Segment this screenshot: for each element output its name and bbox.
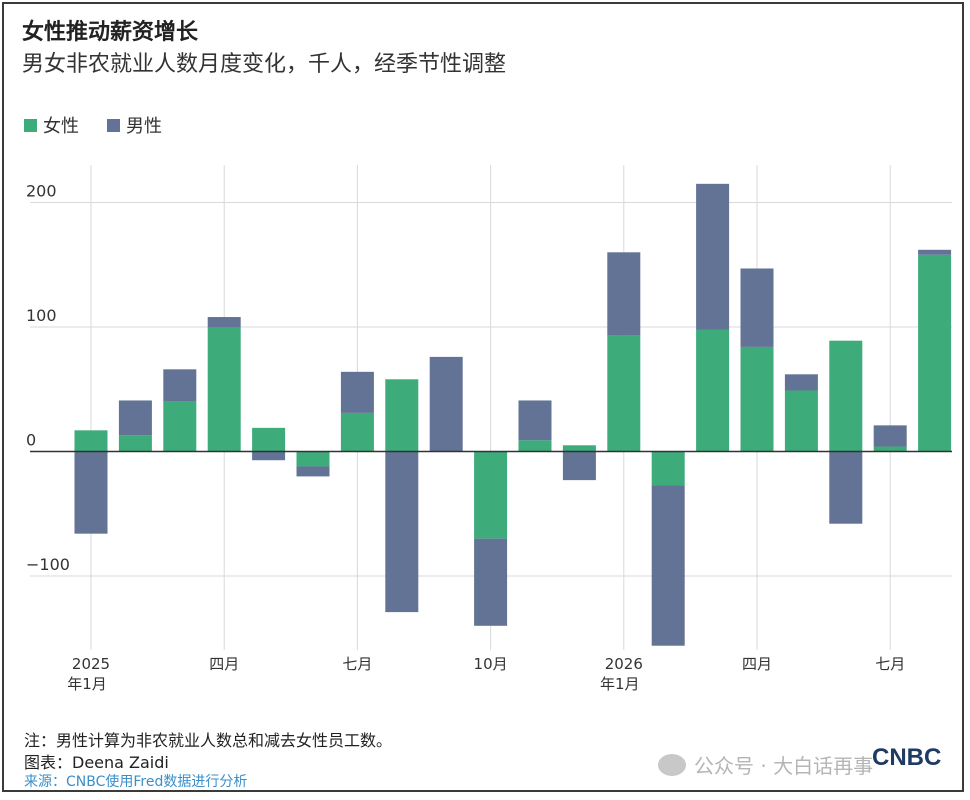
chart-title: 女性推动薪资增长 [22,20,199,45]
bar-men [740,268,774,347]
bar-men [873,425,907,447]
x-tick-label-line2: 年1月 [600,675,640,693]
cnbc-logo: CNBC [872,744,942,771]
x-tick-label: 2026 [605,655,643,673]
bar-women [118,435,152,452]
bar-men [607,252,641,336]
legend-swatch-men [107,118,120,132]
y-tick-label: 100 [26,306,57,325]
bar-women [252,427,286,452]
bar-women [385,379,419,452]
bar-men [696,183,730,330]
bar-men [118,400,152,436]
bar-women [163,401,197,452]
y-tick-label: −100 [26,555,70,574]
bar-women [696,329,730,452]
x-tick-label: 四月 [742,655,772,673]
bar-men [429,356,463,452]
legend-label-women: 女性 [43,116,79,137]
bar-men [562,451,596,481]
bar-women [651,451,685,486]
chart-subtitle: 男女非农就业人数月度变化，千人，经季节性调整 [22,52,507,77]
bar-men [829,451,863,524]
watermark: 公众号 · 大白话再事 [658,750,873,779]
legend-swatch-women [24,118,37,132]
x-tick-label: 四月 [209,655,239,673]
stacked-bar-chart: 200 100 0 −100 2025 年1月 四月 七月 10月 2026 年1月 四月 七月 [26,165,952,693]
bar-men [340,371,374,413]
footnote: 注：男性计算为非农就业人数总和减去女性员工数。 [24,731,393,750]
bar-men [918,249,952,255]
bar-women [74,430,108,452]
legend-item-men: 男性 [107,112,162,138]
bar-men [385,451,419,613]
bar-women [740,346,774,452]
bar-women [207,327,241,452]
y-tick-label: 200 [26,182,57,201]
source-credit: 来源：CNBC使用Fred数据进行分析 [24,774,248,790]
x-tick-label: 七月 [342,655,372,673]
bar-women [918,254,952,452]
x-tick-label-line2: 年1月 [67,675,107,693]
legend-item-women: 女性 [24,112,79,138]
x-tick-label: 10月 [474,655,508,673]
bar-women [518,440,552,452]
bar-women [784,390,818,452]
wechat-icon [658,753,686,776]
bar-men [518,400,552,441]
bar-men [207,317,241,327]
bar-women [296,451,330,467]
bar-women [607,335,641,452]
bar-women [873,446,907,452]
legend: 女性 男性 [24,112,162,138]
bar-men [252,451,286,461]
x-tick-label: 七月 [875,655,905,673]
watermark-text: 公众号 · 大白话再事 [694,754,874,778]
bar-women [474,451,508,539]
bar-women [340,412,374,452]
byline: 图表：Deena Zaidi [24,753,169,772]
legend-label-men: 男性 [126,116,162,137]
x-tick-label: 2025 [72,655,110,673]
bar-men [74,451,108,534]
bar-men [296,466,330,477]
bar-men [651,485,685,646]
bar-women [829,340,863,452]
bar-men [474,538,508,626]
bar-women [562,445,596,452]
bar-men [163,369,197,402]
y-tick-label: 0 [26,431,36,450]
bar-men [784,374,818,391]
